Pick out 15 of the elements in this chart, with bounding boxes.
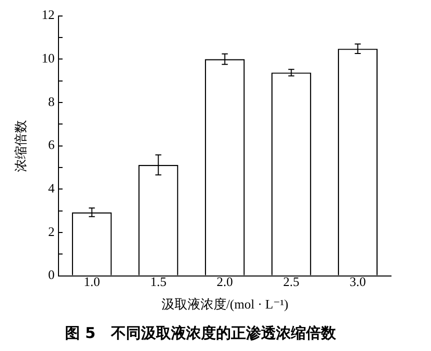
x-tick-label: 2.0 (216, 274, 233, 290)
y-tick-label: 10 (42, 50, 55, 66)
y-tick-label: 0 (48, 267, 55, 282)
y-tick-label: 6 (48, 137, 56, 152)
x-tick-label: 2.5 (283, 274, 300, 290)
y-tick-label: 4 (48, 180, 56, 196)
x-tick-label: 1.5 (150, 274, 166, 290)
x-tick-label: 3.0 (350, 274, 366, 290)
y-tick-label: 12 (42, 7, 55, 22)
y-tick-label: 2 (48, 224, 55, 239)
y-tick-label: 8 (48, 94, 55, 109)
text: 图 5 不同汲取液浓度的正渗透浓缩倍数 (64, 324, 338, 342)
x-tick-label: 1.0 (84, 274, 100, 290)
y-axis-title: 浓缩倍数 (13, 120, 28, 172)
x-axis-title: 汲取液浓度/(mol · L⁻¹) (161, 296, 288, 312)
